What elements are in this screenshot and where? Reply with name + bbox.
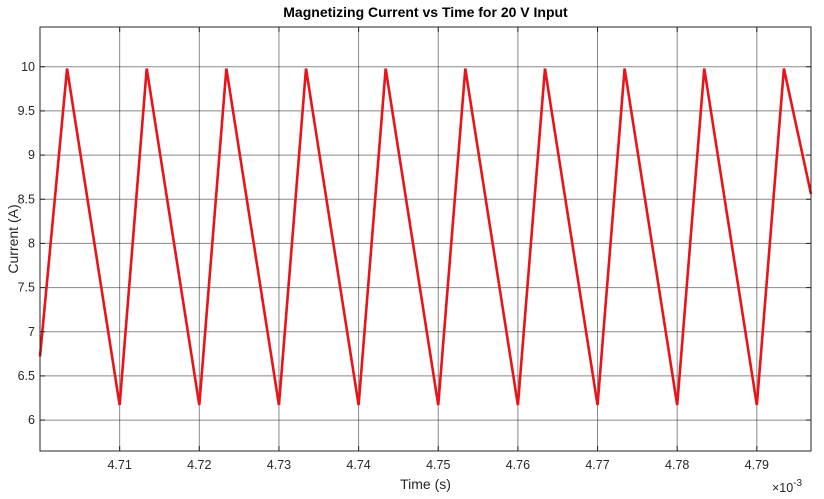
y-tick-label: 6 bbox=[28, 413, 35, 427]
x-axis-exponent-power: -3 bbox=[793, 478, 802, 489]
x-axis-exponent: ×10-3 bbox=[772, 478, 803, 495]
plot-area bbox=[40, 27, 811, 451]
series-layer bbox=[38, 68, 813, 406]
y-tick-label: 8.5 bbox=[18, 192, 35, 206]
tick-labels: 4.71 4.72 4.73 4.74 4.75 4.76 4.77 4.78 4.79 6 6.5… bbox=[18, 60, 769, 472]
x-tick-label: 4.77 bbox=[585, 458, 609, 472]
x-tick-label: 4.76 bbox=[506, 458, 530, 472]
plot-frame bbox=[39, 26, 812, 452]
series-line bbox=[38, 68, 813, 406]
grid-lines bbox=[40, 27, 811, 451]
x-axis-exponent-base: ×10 bbox=[772, 481, 793, 495]
y-tick-label: 9 bbox=[28, 148, 35, 162]
y-tick-label: 7.5 bbox=[18, 281, 35, 295]
x-tick-label: 4.73 bbox=[267, 458, 291, 472]
chart-title: Magnetizing Current vs Time for 20 V Inp… bbox=[283, 4, 568, 20]
x-tick-label: 4.75 bbox=[426, 458, 450, 472]
y-tick-label: 8 bbox=[28, 236, 35, 250]
y-tick-label: 9.5 bbox=[18, 104, 35, 118]
x-tick-label: 4.78 bbox=[665, 458, 689, 472]
tick-marks bbox=[40, 27, 811, 451]
x-axis-label: Time (s) bbox=[400, 476, 451, 492]
y-axis-label: Current (A) bbox=[5, 204, 21, 273]
x-tick-label: 4.72 bbox=[187, 458, 211, 472]
y-tick-label: 7 bbox=[28, 325, 35, 339]
x-tick-label: 4.74 bbox=[346, 458, 370, 472]
x-tick-label: 4.79 bbox=[745, 458, 769, 472]
y-tick-label: 6.5 bbox=[18, 369, 35, 383]
y-tick-label: 10 bbox=[21, 60, 35, 74]
x-tick-label: 4.71 bbox=[107, 458, 131, 472]
